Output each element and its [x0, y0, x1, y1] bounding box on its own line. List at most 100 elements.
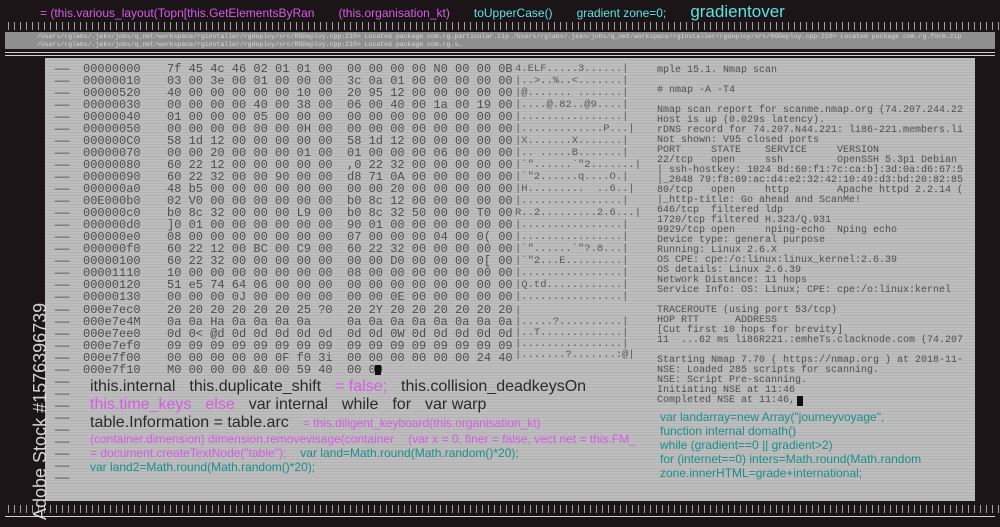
hex-bytes: 0a 0a 0a 0a 0a 0a 0a 0a — [347, 315, 513, 329]
hex-address: 00000000 — [83, 62, 141, 76]
nmap-line: Nmap scan report for scanme.nmap.org (74… — [657, 105, 964, 116]
hex-row: —— — [55, 400, 515, 412]
ascii-row: |.....?..........| — [515, 316, 629, 328]
ascii-row: |................| — [515, 231, 629, 243]
overlay-code: ithis.internal — [90, 378, 176, 395]
hex-address: 000000a0 — [83, 182, 141, 196]
row-marker: —— — [55, 158, 70, 172]
ascii-row: |`"......`"?.8...| — [515, 243, 629, 255]
hex-bytes: 60 22 12 00 00 00 00 00 — [167, 158, 333, 172]
overlay-code: gradientover — [690, 2, 785, 21]
row-marker: —— — [55, 74, 70, 88]
hex-address: 00000040 — [83, 110, 141, 124]
divider — [5, 52, 995, 53]
overlay-code-right: var landarray=new Array("journeyvoyage",… — [660, 410, 975, 480]
row-marker: —— — [55, 327, 70, 341]
hex-address: 00000090 — [83, 170, 141, 184]
nmap-line: |_2048 79:f8:09:ac:d4:e2:32:42:10:49:d3:… — [657, 175, 964, 186]
overlay-code: (this.organisation_kt) — [338, 6, 450, 20]
nmap-line: TRACEROUTE (using port 53/tcp) — [657, 305, 838, 316]
row-marker: —— — [55, 278, 70, 292]
hex-row: —— 000e7f10 M0 00 00 00 &0 00 59 40 00 00 — [55, 364, 515, 376]
hex-bytes: 00 00 D0 00 00 00 0[ 00 — [347, 254, 513, 268]
ascii-row: |.............P...| — [515, 123, 635, 135]
hex-bytes: 08 00 00 00 00 00 00 00 — [167, 230, 333, 244]
nmap-line: HOP RTT ADDRESS — [657, 315, 778, 326]
hex-row: —— 00000080 60 22 12 00 00 00 00 00 ,0 22 3… — [55, 159, 515, 171]
hex-row: —— — [55, 376, 515, 388]
hex-address: 000e7f00 — [83, 351, 141, 365]
hex-row: —— — [55, 388, 515, 400]
hex-row: —— 000e7ef0 09 09 09 09 09 09 09 09 09 09 0… — [55, 340, 515, 352]
row-marker: —— — [55, 146, 70, 160]
row-marker: —— — [55, 194, 70, 208]
hex-row: —— — [55, 436, 515, 448]
hex-address: 00000100 — [83, 254, 141, 268]
hex-row: —— 000000e0 08 00 00 00 00 00 00 00 07 00 0… — [55, 231, 515, 243]
tick-ruler-top — [8, 22, 1000, 30]
stock-watermark: Adobe Stock #1576396739 — [30, 302, 50, 520]
hex-row: —— — [55, 412, 515, 424]
row-marker: —— — [55, 459, 70, 473]
ascii-row: | — [515, 305, 522, 317]
hex-row: —— 00000130 00 00 00 0J 00 00 00 00 00 00 0… — [55, 291, 515, 303]
nmap-line: Not shown: V95 closed ports — [657, 135, 820, 146]
nmap-line: 22/tcp open ssh OpenSSH 5.3p1 Debian — [657, 155, 958, 166]
hex-address: 000000C0 — [83, 134, 141, 148]
hex-address: 000e7ec0 — [83, 303, 141, 317]
nmap-line: PORT STATE SERVICE VERSION — [657, 145, 880, 156]
row-marker: —— — [55, 435, 70, 449]
overlay-code: = false; — [335, 378, 388, 395]
row-marker: —— — [55, 363, 70, 377]
hex-bytes: 00 00 00 00 00 00 00 00 — [347, 122, 513, 136]
nmap-line: Initiating NSE at 11:46 — [657, 385, 796, 396]
hex-bytes: 06 00 40 00 1a 00 19 00 — [347, 98, 513, 112]
overlay-code: zone.innerHTML=grade+international; — [660, 466, 863, 480]
row-marker: —— — [55, 471, 70, 485]
overlay-code: var landarray=new Array("journeyvoyage", — [660, 410, 885, 424]
hex-row: —— 000e7ec0 20 20 20 20 20 20 25 ?0 20 2Y 2… — [55, 304, 515, 316]
hex-row: —— 000000C0 58 1d 12 00 00 00 00 00 58 1d 1… — [55, 135, 515, 147]
hex-bytes: 00 00 0E 00 00 00 00 00 — [347, 290, 513, 304]
hex-address: 00001110 — [83, 266, 141, 280]
ascii-row: |................| — [515, 291, 629, 303]
overlay-code: var warp — [425, 396, 487, 413]
nmap-line: Network Distance: 11 hops — [657, 275, 808, 286]
hex-row: —— — [55, 460, 515, 472]
hex-bytes: d8 71 0A 00 00 00 00 00 — [347, 170, 513, 184]
row-marker: —— — [55, 387, 70, 401]
overlay-code-top: = (this.various_layout(Topn[this.GetElem… — [40, 2, 980, 21]
hex-address: 000e7e4M — [83, 315, 141, 329]
overlay-code: var internal — [248, 396, 328, 413]
hex-bytes: 51 e5 74 64 06 00 00 00 — [167, 278, 333, 292]
row-marker: —— — [55, 62, 70, 76]
ascii-row: |`"......`"2.......| — [515, 159, 642, 171]
nmap-line: OS CPE: cpe:/o:linux:linux_kernel:2.6.39 — [657, 255, 898, 266]
ascii-row: |..>..%..<.......| — [515, 75, 629, 87]
hex-bytes: 02 V0 00 00 00 00 00 00 — [167, 194, 333, 208]
hex-row: —— — [55, 448, 515, 460]
hex-row: —— 00001110 10 00 00 00 00 00 00 00 08 00 0… — [55, 267, 515, 279]
row-marker: —— — [55, 447, 70, 461]
row-marker: —— — [55, 206, 70, 220]
hex-row: —— 00000050 00 00 00 00 00 00 0H 00 00 00 0… — [55, 123, 515, 135]
nmap-line: Running: Linux 2.6.X — [657, 245, 778, 256]
ascii-row: R..2.........2.6...| — [515, 207, 642, 219]
text-cursor — [797, 396, 803, 406]
overlay-code: while (gradient==0 || gradient>2) — [660, 438, 833, 452]
overlay-code: for (internet==0) inters=Math.round(Math… — [660, 452, 922, 466]
hex-address: 00000070 — [83, 146, 141, 160]
hex-bytes: 00 00 00 00 00 00 00 00 — [347, 278, 513, 292]
nmap-line: Device type: general purpose — [657, 235, 826, 246]
hex-bytes: ,0 22 32 00 00 00 00 00 — [347, 158, 513, 172]
overlay-code: for — [392, 396, 412, 413]
hex-bytes: ]0 01 00 00 00 00 00 00 — [167, 218, 333, 232]
overlay-code: this.collision_deadkeysOn — [401, 378, 587, 395]
row-marker: —— — [55, 375, 70, 389]
row-marker: —— — [55, 86, 70, 100]
nmap-line: | ssh-hostkey: 1024 8d:60:f1:7c:ca:b]:3d… — [657, 165, 964, 176]
hex-bytes: 0d 0d 0W 0d 0d 0d 0d 0d — [347, 327, 513, 341]
hex-bytes: 20 95 12 00 00 00 00 00 — [347, 86, 513, 100]
row-marker: —— — [55, 218, 70, 232]
hex-bytes: 00 00 00 0J 00 00 00 00 — [167, 290, 333, 304]
